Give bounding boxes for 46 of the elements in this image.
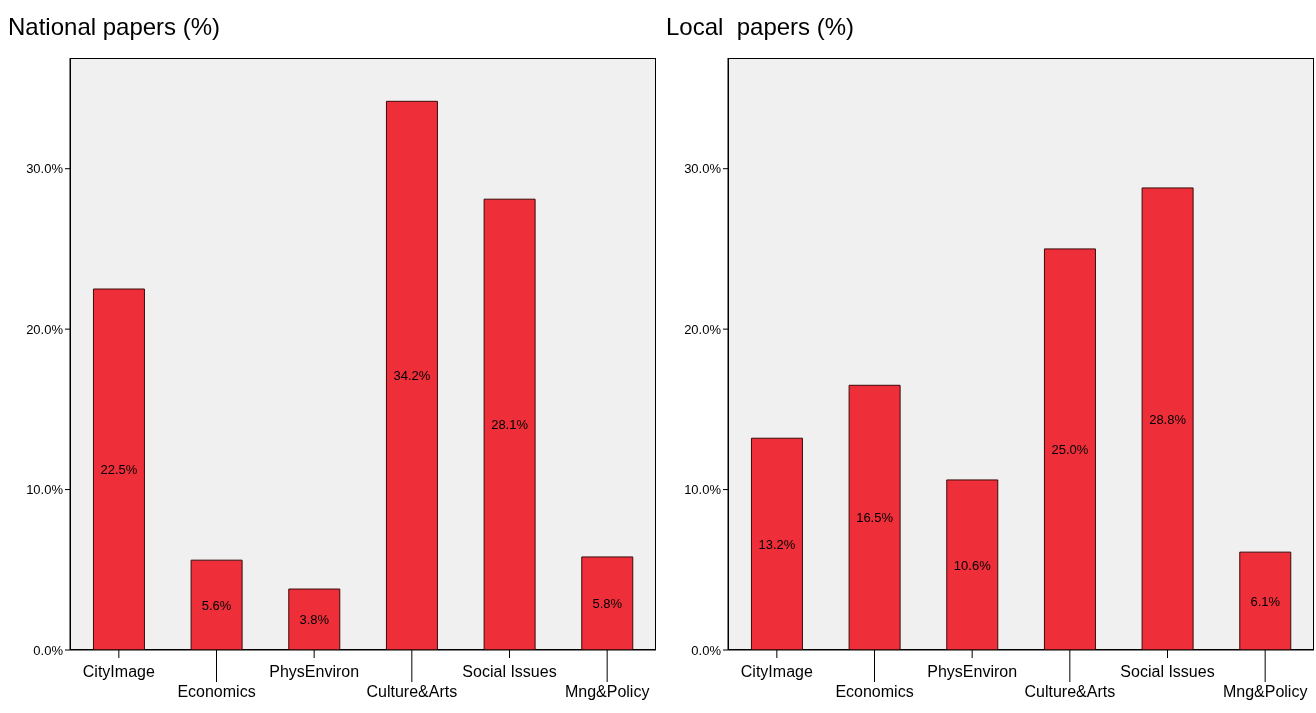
chart-title: National papers (%) — [8, 12, 222, 42]
x-tick-label: Mng&Policy — [564, 683, 650, 700]
y-tick-label: 0.0% — [33, 642, 64, 658]
bar — [848, 384, 901, 650]
x-tick-label: Economics — [177, 683, 256, 700]
x-tick-label: CityImage — [82, 663, 155, 680]
data-label: 16.5% — [856, 510, 894, 526]
bar — [1239, 551, 1292, 650]
data-label: 3.8% — [299, 612, 330, 628]
bar — [190, 559, 243, 650]
bar — [288, 588, 341, 650]
chart-title: Local papers (%) — [666, 12, 856, 42]
y-tick-label: 30.0% — [684, 161, 722, 177]
data-label: 13.2% — [758, 536, 796, 552]
data-label: 10.6% — [953, 557, 992, 573]
bar — [92, 288, 145, 650]
data-label: 28.8% — [1149, 411, 1187, 427]
bar — [1043, 248, 1096, 650]
bar — [750, 437, 803, 650]
data-label: 28.1% — [491, 417, 529, 433]
y-tick-label: 0.0% — [691, 642, 722, 658]
y-tick-label: 30.0% — [26, 161, 64, 177]
data-label: 5.8% — [592, 596, 623, 612]
bar — [1141, 187, 1194, 650]
data-label: 34.2% — [393, 368, 431, 384]
y-tick-label: 10.0% — [684, 482, 722, 498]
x-tick-label: Social Issues — [462, 663, 557, 680]
x-tick-label: Culture&Arts — [366, 683, 458, 700]
x-tick-label: Mng&Policy — [1222, 683, 1308, 700]
data-label: 5.6% — [201, 597, 232, 613]
data-label: 22.5% — [100, 462, 138, 478]
bar — [483, 198, 536, 650]
x-tick-label: Social Issues — [1120, 663, 1215, 680]
bar — [946, 479, 999, 650]
x-tick-label: Culture&Arts — [1024, 683, 1116, 700]
data-label: 25.0% — [1051, 442, 1089, 458]
y-tick-label: 20.0% — [26, 321, 64, 337]
y-tick-label: 10.0% — [26, 482, 64, 498]
bar — [581, 556, 634, 650]
y-tick-label: 20.0% — [684, 321, 722, 337]
x-tick-label: Economics — [835, 683, 914, 700]
bar — [385, 100, 438, 650]
x-tick-label: PhysEnviron — [927, 663, 1018, 680]
data-label: 6.1% — [1250, 593, 1281, 609]
x-tick-label: CityImage — [740, 663, 813, 680]
x-tick-label: PhysEnviron — [269, 663, 360, 680]
